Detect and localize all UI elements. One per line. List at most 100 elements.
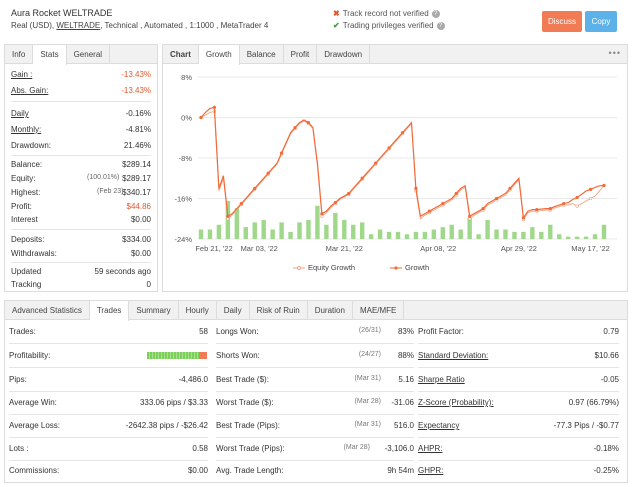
- stat-abs-gain: Abs. Gain: -13.43%: [11, 86, 151, 96]
- stat-value: $0.00: [187, 466, 208, 475]
- stat-interest: Interest $0.00: [11, 215, 151, 225]
- volume-bar: [279, 222, 284, 239]
- divider: [418, 437, 619, 438]
- volume-bar: [270, 229, 275, 239]
- copy-button[interactable]: Copy: [585, 11, 617, 32]
- stat-value: 0.79: [603, 327, 619, 336]
- volume-bar: [386, 231, 392, 239]
- stat-label[interactable]: Standard Deviation:: [418, 351, 489, 360]
- help-icon[interactable]: ?: [431, 9, 440, 18]
- help-icon[interactable]: ?: [436, 21, 445, 30]
- volume-bar: [565, 236, 571, 239]
- volume-bar: [342, 220, 347, 239]
- volume-bar: [368, 234, 374, 239]
- tab-advanced-statistics[interactable]: Advanced Statistics: [5, 301, 90, 320]
- data-point: [239, 201, 243, 206]
- data-point: [333, 200, 337, 205]
- stat-note: (Mar 31): [354, 375, 381, 382]
- advanced-tabs: Advanced Statistics Trades Summary Hourl…: [5, 301, 627, 321]
- tab-general[interactable]: General: [67, 45, 111, 64]
- x-tick-label: Mar 03, '22: [241, 244, 278, 253]
- stat-gain: Gain : -13.43%: [11, 70, 151, 80]
- volume-bar: [198, 229, 204, 239]
- stat-highest: Highest: (Feb 23) $340.17: [11, 188, 151, 198]
- volume-bar: [207, 229, 213, 239]
- legend-equity-growth[interactable]: Equity Growth: [293, 263, 355, 272]
- volume-bar: [485, 220, 490, 239]
- stat-value: $44.86: [126, 202, 151, 211]
- stat-label[interactable]: Daily: [11, 109, 29, 118]
- stat-label[interactable]: Expectancy: [418, 421, 460, 430]
- stat-value: 9h 54m: [387, 466, 414, 475]
- chart-menu-icon[interactable]: •••: [608, 48, 621, 58]
- data-point: [347, 191, 351, 196]
- y-tick-label: -16%: [174, 195, 192, 204]
- tab-balance[interactable]: Balance: [240, 45, 284, 64]
- broker-link[interactable]: WELTRADE: [56, 21, 101, 30]
- y-tick-label: 8%: [181, 73, 192, 82]
- tab-mae-mfe[interactable]: MAE/MFE: [353, 301, 405, 320]
- chart-tabs: Chart Growth Balance Profit Drawdown: [163, 45, 627, 65]
- stat-label[interactable]: AHPR:: [418, 444, 443, 453]
- stat-label: Updated: [11, 267, 42, 276]
- account-details: , Technical , Automated , 1:1000 , MetaT…: [100, 21, 269, 30]
- data-point: [441, 201, 445, 206]
- volume-bar: [306, 220, 311, 239]
- stat-balance: Balance: $289.14: [11, 160, 151, 170]
- volume-bar: [503, 229, 508, 239]
- divider: [9, 460, 208, 461]
- volume-bar: [548, 224, 553, 239]
- stat-label[interactable]: Sharpe Ratio: [418, 375, 465, 384]
- divider: [216, 460, 414, 461]
- tab-growth[interactable]: Growth: [198, 45, 240, 65]
- stat-row: Average Loss: -2642.38 pips / -$26.42: [9, 421, 208, 432]
- tab-daily[interactable]: Daily: [217, 301, 250, 320]
- volume-bar: [324, 224, 329, 239]
- tab-hourly[interactable]: Hourly: [179, 301, 217, 320]
- stat-label: Equity:: [11, 174, 36, 183]
- tab-risk-of-ruin[interactable]: Risk of Ruin: [250, 301, 308, 320]
- tab-stats[interactable]: Stats: [33, 45, 67, 65]
- stat-label: Profitability:: [9, 351, 51, 360]
- stat-label[interactable]: GHPR:: [418, 466, 444, 475]
- tab-profit[interactable]: Profit: [284, 45, 318, 64]
- growth-chart: 8% 0% -8% -16% -24%Feb 21, '22 Mar 03, '22 Mar…: [174, 73, 617, 253]
- legend-growth[interactable]: Growth: [390, 263, 429, 272]
- stat-label: Trades:: [9, 327, 36, 336]
- stat-label[interactable]: Monthly:: [11, 125, 42, 134]
- tab-trades[interactable]: Trades: [89, 301, 130, 321]
- volume-bar: [530, 227, 535, 239]
- divider: [9, 414, 208, 415]
- volume-bar: [422, 231, 428, 239]
- account-type: Real (USD),: [11, 21, 55, 30]
- stat-value: 83%: [397, 327, 414, 336]
- tab-summary[interactable]: Summary: [129, 301, 179, 320]
- stat-row: Best Trade ($): (Mar 31) 5.16: [216, 375, 414, 386]
- stat-tracking: Tracking 0: [11, 280, 151, 290]
- stat-label: Profit Factor:: [418, 327, 464, 336]
- tab-duration[interactable]: Duration: [308, 301, 353, 320]
- tab-chart[interactable]: Chart: [163, 45, 199, 64]
- trading-privileges-label: Trading privileges verified: [342, 21, 434, 30]
- stat-value: 58: [199, 327, 208, 336]
- data-point: [535, 208, 539, 212]
- data-point: [279, 151, 284, 155]
- data-point: [588, 196, 593, 201]
- stat-value: -13.43%: [121, 86, 151, 95]
- data-point: [226, 214, 230, 218]
- stats-tabs: Info Stats General: [5, 45, 157, 65]
- data-point: [293, 126, 297, 130]
- stat-daily: Daily -0.16%: [11, 109, 151, 119]
- stat-label[interactable]: Gain :: [11, 70, 33, 79]
- legend-line-icon: [293, 265, 305, 270]
- data-point: [360, 176, 364, 180]
- stat-label[interactable]: Z-Score (Probability):: [418, 398, 494, 407]
- stat-row: AHPR: -0.18%: [418, 444, 619, 455]
- divider: [418, 391, 619, 392]
- discuss-button[interactable]: Discuss: [542, 11, 582, 32]
- data-point: [481, 207, 485, 211]
- tab-drawdown[interactable]: Drawdown: [317, 45, 371, 64]
- stat-value: 0: [146, 280, 151, 289]
- stat-label[interactable]: Abs. Gain:: [11, 86, 49, 95]
- tab-info[interactable]: Info: [5, 45, 34, 64]
